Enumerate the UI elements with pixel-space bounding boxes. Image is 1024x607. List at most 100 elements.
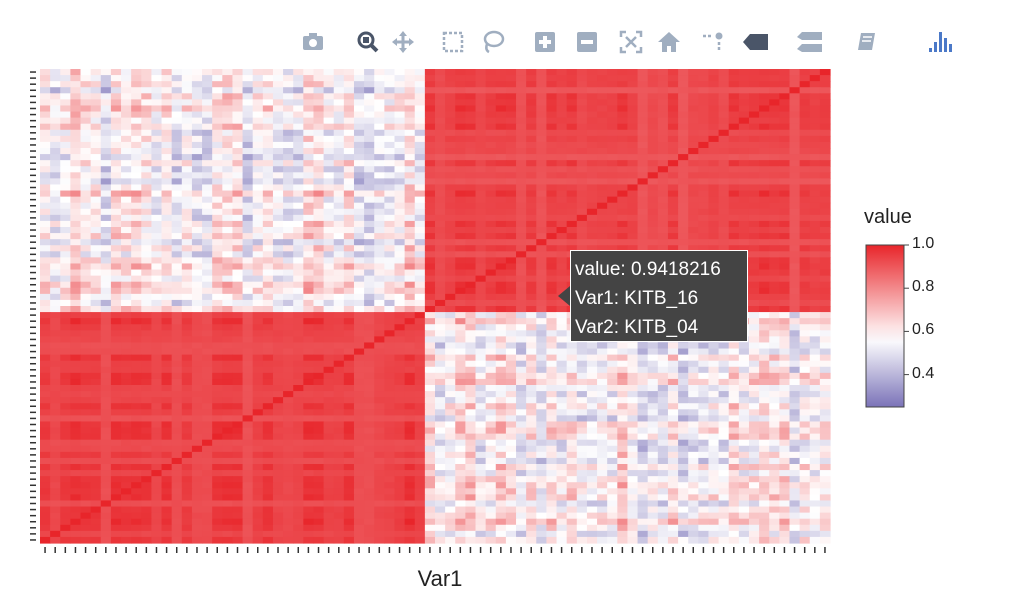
heatmap-cell[interactable]: [526, 433, 537, 441]
heatmap-cell[interactable]: [597, 342, 608, 350]
heatmap-cell[interactable]: [404, 403, 416, 410]
heatmap-cell[interactable]: [232, 312, 244, 319]
heatmap-cell[interactable]: [100, 233, 112, 240]
heatmap-cell[interactable]: [283, 409, 294, 416]
heatmap-cell[interactable]: [374, 397, 385, 404]
heatmap-cell[interactable]: [688, 421, 699, 429]
heatmap-cell[interactable]: [353, 87, 365, 94]
heatmap-cell[interactable]: [627, 148, 639, 155]
heatmap-cell[interactable]: [435, 275, 446, 283]
heatmap-cell[interactable]: [465, 269, 477, 277]
heatmap-cell[interactable]: [819, 385, 831, 392]
heatmap-cell[interactable]: [678, 69, 689, 76]
heatmap-cell[interactable]: [566, 445, 578, 453]
heatmap-cell[interactable]: [384, 99, 396, 107]
heatmap-cell[interactable]: [819, 409, 831, 416]
heatmap-cell[interactable]: [181, 403, 193, 410]
heatmap-cell[interactable]: [728, 190, 740, 198]
heatmap-cell[interactable]: [455, 354, 466, 362]
heatmap-cell[interactable]: [546, 439, 558, 447]
heatmap-cell[interactable]: [141, 318, 153, 325]
heatmap-cell[interactable]: [759, 190, 770, 198]
heatmap-cell[interactable]: [799, 293, 811, 301]
heatmap-cell[interactable]: [323, 208, 335, 216]
heatmap-cell[interactable]: [718, 239, 730, 246]
heatmap-cell[interactable]: [445, 208, 456, 216]
heatmap-cell[interactable]: [789, 141, 801, 149]
heatmap-cell[interactable]: [121, 111, 132, 119]
heatmap-cell[interactable]: [171, 160, 183, 167]
heatmap-cell[interactable]: [50, 366, 61, 374]
heatmap-cell[interactable]: [485, 360, 497, 368]
heatmap-cell[interactable]: [202, 99, 213, 107]
heatmap-cell[interactable]: [576, 409, 588, 416]
heatmap-cell[interactable]: [283, 263, 294, 271]
heatmap-cell[interactable]: [576, 172, 588, 179]
heatmap-cell[interactable]: [465, 336, 477, 344]
heatmap-cell[interactable]: [202, 275, 213, 283]
heatmap-cell[interactable]: [90, 366, 102, 374]
heatmap-cell[interactable]: [90, 172, 102, 179]
heatmap-cell[interactable]: [141, 214, 153, 222]
heatmap-cell[interactable]: [799, 336, 811, 344]
heatmap-cell[interactable]: [353, 445, 365, 453]
heatmap-cell[interactable]: [728, 409, 740, 416]
heatmap-cell[interactable]: [617, 93, 629, 100]
heatmap-cell[interactable]: [171, 391, 183, 398]
heatmap-cell[interactable]: [80, 202, 92, 210]
heatmap-cell[interactable]: [141, 208, 153, 216]
heatmap-cell[interactable]: [556, 154, 568, 161]
heatmap-cell[interactable]: [495, 281, 507, 289]
heatmap-cell[interactable]: [171, 141, 183, 149]
heatmap-cell[interactable]: [819, 148, 831, 155]
heatmap-cell[interactable]: [161, 409, 173, 416]
heatmap-cell[interactable]: [161, 99, 173, 107]
heatmap-cell[interactable]: [748, 275, 760, 283]
heatmap-cell[interactable]: [435, 75, 446, 82]
heatmap-cell[interactable]: [667, 366, 679, 374]
heatmap-cell[interactable]: [364, 306, 375, 313]
heatmap-cell[interactable]: [424, 208, 436, 216]
heatmap-cell[interactable]: [141, 129, 153, 137]
heatmap-cell[interactable]: [789, 330, 801, 337]
heatmap-cell[interactable]: [435, 287, 446, 295]
heatmap-cell[interactable]: [495, 348, 507, 356]
heatmap-cell[interactable]: [495, 451, 507, 459]
heatmap-cell[interactable]: [495, 220, 507, 228]
heatmap-cell[interactable]: [212, 178, 223, 186]
heatmap-cell[interactable]: [293, 239, 304, 246]
heatmap-cell[interactable]: [789, 135, 801, 143]
heatmap-cell[interactable]: [50, 87, 61, 94]
heatmap-cell[interactable]: [637, 123, 649, 131]
heatmap-cell[interactable]: [516, 306, 527, 313]
heatmap-cell[interactable]: [151, 372, 163, 380]
heatmap-cell[interactable]: [110, 293, 122, 301]
heatmap-cell[interactable]: [516, 342, 527, 350]
heatmap-cell[interactable]: [445, 117, 456, 125]
heatmap-cell[interactable]: [191, 251, 203, 258]
heatmap-cell[interactable]: [505, 354, 517, 362]
heatmap-cell[interactable]: [283, 245, 294, 252]
heatmap-cell[interactable]: [374, 233, 385, 240]
heatmap-cell[interactable]: [151, 433, 163, 441]
heatmap-cell[interactable]: [698, 372, 710, 380]
heatmap-cell[interactable]: [80, 397, 92, 404]
heatmap-cell[interactable]: [546, 251, 558, 258]
heatmap-cell[interactable]: [323, 293, 335, 301]
heatmap-cell[interactable]: [759, 220, 770, 228]
box-select-button[interactable]: [436, 24, 470, 60]
heatmap-cell[interactable]: [566, 160, 578, 167]
heatmap-cell[interactable]: [708, 166, 720, 173]
heatmap-cell[interactable]: [131, 178, 142, 186]
heatmap-cell[interactable]: [151, 69, 163, 76]
heatmap-cell[interactable]: [40, 372, 51, 380]
heatmap-cell[interactable]: [556, 281, 568, 289]
heatmap-cell[interactable]: [181, 129, 193, 137]
heatmap-cell[interactable]: [272, 385, 284, 392]
heatmap-cell[interactable]: [748, 433, 760, 441]
heatmap-cell[interactable]: [394, 372, 406, 380]
heatmap-cell[interactable]: [748, 324, 760, 331]
heatmap-cell[interactable]: [809, 239, 821, 246]
heatmap-cell[interactable]: [678, 354, 689, 362]
heatmap-cell[interactable]: [50, 275, 61, 283]
